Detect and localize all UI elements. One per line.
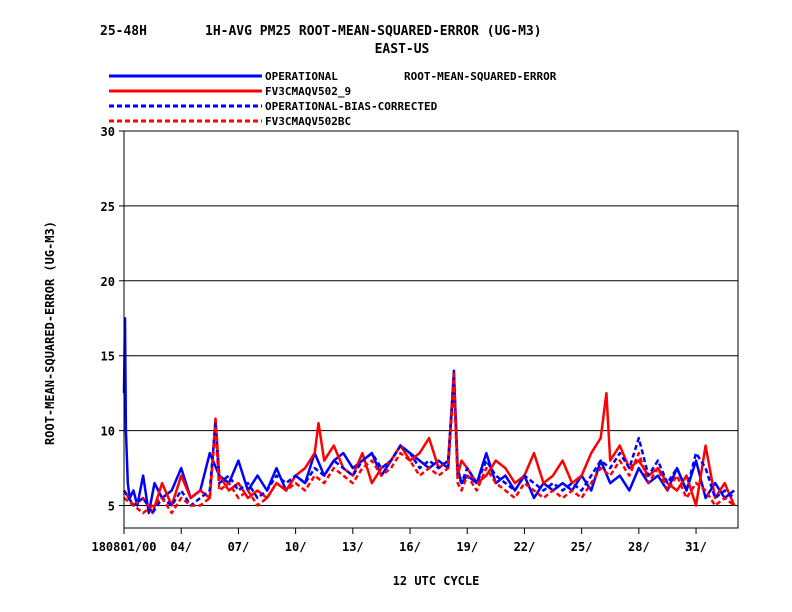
x-tick-label: 13/ [342, 540, 364, 554]
legend-label: FV3CMAQV502_9 [265, 85, 351, 98]
y-axis-label: ROOT-MEAN-SQUARED-ERROR (UG-M3) [43, 221, 57, 445]
x-tick-label: 04/ [170, 540, 192, 554]
x-axis-ticks: 180801/00 04/07/10/13/16/19/22/25/28/31/ [91, 528, 707, 554]
chart-subtitle: EAST-US [375, 42, 430, 57]
series-layer [122, 317, 736, 515]
x-tick-label: 22/ [514, 540, 536, 554]
chart-title: 1H-AVG PM25 ROOT-MEAN-SQUARED-ERROR (UG-… [205, 24, 542, 39]
x-tick-label: 10/ [285, 540, 307, 554]
y-tick-label: 20 [101, 275, 115, 289]
series-line-3 [122, 376, 735, 515]
x-tick-label: 31/ [685, 540, 707, 554]
x-tick-label: 16/ [399, 540, 421, 554]
y-tick-label: 15 [101, 350, 115, 364]
series-line-2 [122, 372, 736, 515]
legend-label: FV3CMAQV502BC [265, 115, 351, 128]
x-tick-label: 28/ [628, 540, 650, 554]
x-tick-label: 25/ [571, 540, 593, 554]
legend-label: OPERATIONAL-BIAS-CORRECTED [265, 100, 438, 113]
legend-note: ROOT-MEAN-SQUARED-ERROR [404, 70, 557, 83]
series-line-4 [123, 379, 735, 515]
y-tick-label: 30 [101, 125, 115, 139]
y-axis-ticks: 5 10 15 20 25 30 [101, 125, 124, 514]
legend: OPERATIONAL FV3CMAQV502_9 OPERATIONAL-BIAS… [109, 70, 438, 128]
y-tick-label: 25 [101, 200, 115, 214]
series-line-1 [122, 317, 735, 515]
x-tick-label: 07/ [228, 540, 250, 554]
y-tick-label: 5 [108, 500, 115, 514]
chart-title-left: 25-48H [100, 24, 147, 39]
x-tick-label: 19/ [456, 540, 478, 554]
x-axis-label: 12 UTC CYCLE [393, 574, 480, 588]
y-tick-label: 10 [101, 425, 115, 439]
grid-lines [124, 130, 738, 507]
plot-frame [123, 130, 739, 529]
legend-label: OPERATIONAL [265, 70, 338, 83]
x-tick-label: 180801/00 [91, 540, 156, 554]
